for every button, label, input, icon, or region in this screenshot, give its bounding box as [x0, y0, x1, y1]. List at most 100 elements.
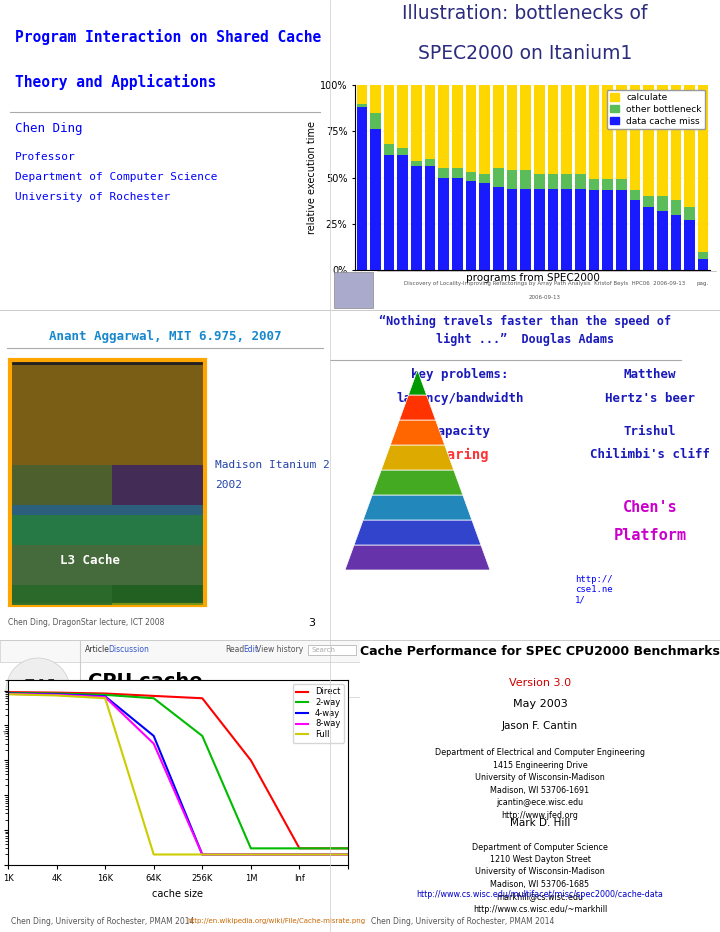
Line: 8-way: 8-way [8, 694, 348, 855]
2-way [4, 688, 12, 699]
Bar [548, 173, 558, 188]
Bar [575, 173, 585, 188]
Text: Program Interaction on Shared Cache: Program Interaction on Shared Cache [15, 29, 321, 45]
Bar [438, 85, 449, 169]
Bar [575, 188, 585, 270]
Bar [0, 640, 360, 662]
Text: University of Rochester: University of Rochester [15, 192, 170, 202]
Bar [670, 85, 681, 199]
8-way [53, 690, 61, 701]
Bar [616, 190, 626, 270]
Direct [4, 687, 12, 698]
Text: Chen Ding, University of Rochester, PMAM 2014: Chen Ding, University of Rochester, PMAM… [371, 916, 554, 925]
Text: SPEC2000 on Itanium1: SPEC2000 on Itanium1 [418, 44, 632, 63]
2-way [246, 843, 255, 854]
Text: L3 Cache: L3 Cache [60, 554, 120, 567]
Text: Chen Ding: Chen Ding [15, 122, 83, 135]
Bar [12, 465, 112, 505]
Text: WIKIPEDIA: WIKIPEDIA [11, 720, 65, 730]
Bar [629, 85, 640, 190]
Full [53, 690, 61, 701]
4-way [149, 731, 158, 742]
Polygon shape [408, 370, 426, 395]
Text: http://
cse1.ne
1/: http:// cse1.ne 1/ [575, 575, 613, 605]
Bar [10, 360, 205, 605]
4-way [295, 849, 304, 860]
Bar [411, 161, 422, 167]
Text: Hertz's beer: Hertz's beer [605, 392, 695, 405]
Direct [101, 688, 109, 699]
Text: Version 3.0: Version 3.0 [509, 678, 571, 688]
Bar [643, 207, 654, 270]
Text: Platform: Platform [613, 528, 686, 543]
8-way [198, 849, 207, 860]
Text: Theory and Applications: Theory and Applications [15, 74, 216, 90]
Bar [466, 181, 477, 270]
Bar [534, 85, 544, 173]
Text: capacity: capacity [430, 425, 490, 438]
Direct [246, 755, 255, 766]
X-axis label: cache size: cache size [153, 888, 204, 898]
Full [101, 692, 109, 704]
Text: http://en.wikipedia.org/wiki/File/Cache-misrate.png: http://en.wikipedia.org/wiki/File/Cache-… [187, 918, 365, 924]
Bar [384, 85, 395, 144]
Bar [356, 85, 367, 103]
Bar [425, 85, 436, 159]
Full [198, 849, 207, 860]
Y-axis label: relative execution time: relative execution time [307, 121, 317, 234]
Text: Department of Computer Science
1210 West Dayton Street
University of Wisconsin-M: Department of Computer Science 1210 West… [472, 843, 608, 914]
Text: Department of Computer Science: Department of Computer Science [15, 172, 217, 182]
4-way [53, 689, 61, 700]
Bar [562, 85, 572, 173]
Bar [507, 171, 518, 188]
Line: Full: Full [8, 694, 348, 855]
Line: Direct: Direct [8, 692, 348, 848]
Text: Mark D. Hill: Mark D. Hill [510, 818, 570, 829]
Line: 4-way: 4-way [8, 693, 348, 855]
Bar [616, 179, 626, 190]
Bar [602, 85, 613, 179]
Full [343, 849, 352, 860]
Circle shape [6, 658, 70, 722]
Bar [548, 85, 558, 173]
Bar [493, 85, 504, 169]
Bar [12, 505, 203, 545]
Bar [698, 252, 708, 259]
Text: Illustration: bottlenecks of: Illustration: bottlenecks of [402, 5, 648, 23]
Full [246, 849, 255, 860]
Text: pag.: pag. [696, 281, 708, 286]
Bar [438, 169, 449, 177]
8-way [149, 738, 158, 749]
Text: Discovery of Locality-Improving Refactorings by Array Path Analysis  Kristof Bey: Discovery of Locality-Improving Refactor… [404, 281, 685, 286]
Bar [425, 167, 436, 270]
Text: Read: Read [225, 646, 244, 654]
Full [4, 689, 12, 700]
Bar [684, 207, 695, 220]
Bar [562, 173, 572, 188]
Bar [521, 85, 531, 171]
Text: 3: 3 [308, 618, 315, 628]
Text: “Nothing travels faster than the speed of
light ...”  Douglas Adams: “Nothing travels faster than the speed o… [379, 315, 671, 346]
Bar [698, 259, 708, 270]
8-way [101, 692, 109, 703]
Text: 2002: 2002 [215, 480, 242, 490]
4-way [101, 691, 109, 702]
X-axis label: programs from SPEC2000: programs from SPEC2000 [466, 273, 600, 282]
Text: latency/bandwidth: latency/bandwidth [396, 392, 523, 405]
4-way [4, 688, 12, 699]
Bar [112, 465, 203, 505]
Text: Professor: Professor [15, 152, 76, 162]
Bar [425, 159, 436, 167]
Bar [602, 179, 613, 190]
Bar [411, 85, 422, 161]
Line: 2-way: 2-way [8, 693, 348, 848]
Text: Chen's: Chen's [623, 500, 678, 515]
Bar [670, 214, 681, 270]
Bar [562, 188, 572, 270]
2-way [101, 690, 109, 701]
Bar [657, 85, 667, 196]
Text: W: W [24, 678, 52, 702]
Text: key problems:: key problems: [411, 368, 509, 381]
FancyBboxPatch shape [334, 272, 373, 308]
Text: CPU cache: CPU cache [88, 672, 202, 691]
